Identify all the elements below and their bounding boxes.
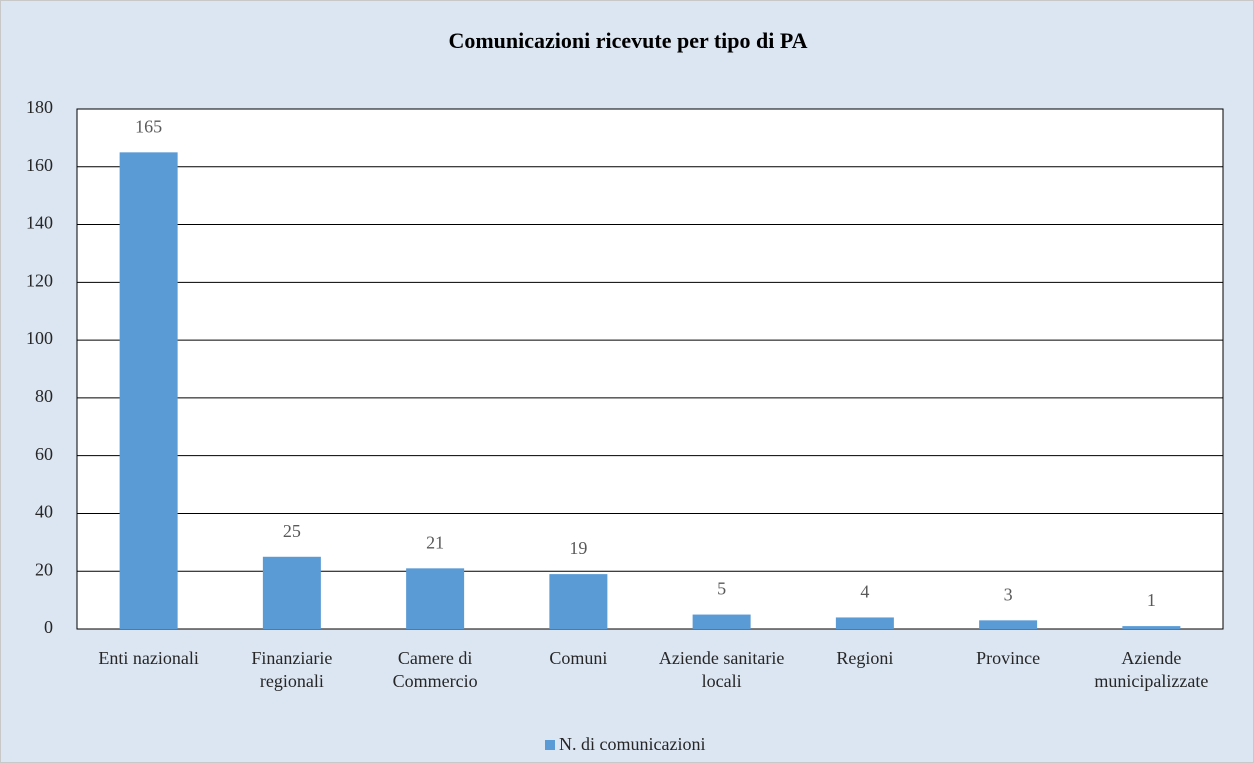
data-label: 165 [135,116,162,136]
x-tick-label: Enti nazionali [98,648,199,668]
bar [406,568,465,629]
bar [835,617,894,629]
bar [262,556,321,629]
y-tick-label: 20 [35,559,53,579]
y-tick-label: 160 [26,155,53,175]
data-label: 19 [569,538,587,558]
y-tick-label: 100 [26,328,53,348]
y-tick-label: 180 [26,97,53,117]
y-tick-label: 80 [35,386,53,406]
x-tick-label: Aziende municipalizzate [1094,648,1209,691]
y-tick-label: 40 [35,502,53,522]
bar [549,574,608,629]
x-tick-label: Province [976,648,1041,668]
bar [1122,626,1181,629]
x-tick-label: Camere di Commercio [392,648,478,691]
legend-label: N. di comunicazioni [559,734,705,754]
y-tick-label: 0 [44,617,53,637]
legend-swatch [545,740,555,750]
data-label: 3 [1004,584,1013,604]
data-label: 4 [860,582,869,602]
chart-title: Comunicazioni ricevute per tipo di PA [448,28,807,53]
data-label: 5 [717,579,726,599]
data-label: 21 [426,532,444,552]
data-label: 1 [1147,590,1156,610]
plot-area [76,108,1224,630]
x-tick-label: Comuni [549,648,608,668]
x-tick-label: Regioni [836,648,894,668]
bar [979,620,1038,629]
data-label: 25 [283,521,301,541]
y-tick-label: 120 [26,270,53,290]
bar [119,152,178,630]
x-tick-label: Aziende sanitarie locali [658,648,785,691]
y-tick-label: 60 [35,444,53,464]
y-tick-label: 140 [26,213,53,233]
x-tick-label: Finanziarie regionali [251,648,333,691]
bar [692,614,751,629]
